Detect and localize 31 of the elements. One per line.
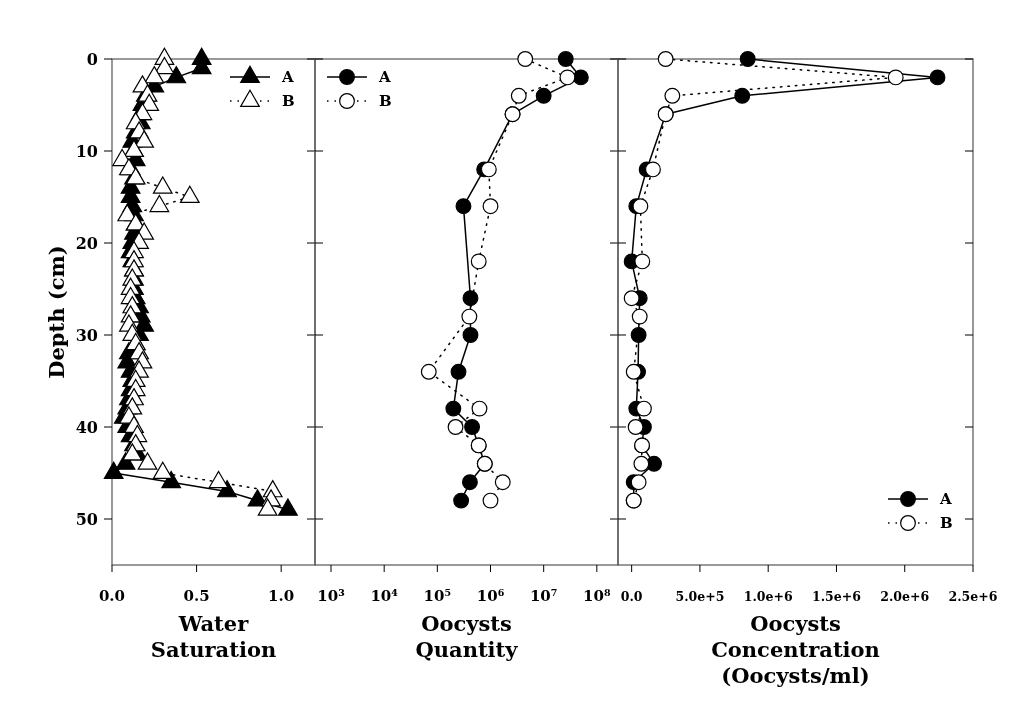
x-tick-label: 10⁴ [370,587,399,605]
x-tick-label: 1.5e+6 [812,589,862,604]
y-tick-label: 40 [75,417,98,437]
x-tick-label: 10⁷ [529,587,558,605]
x-tick-label: 0.0 [620,589,643,604]
x-tick-label: 10⁵ [423,587,452,605]
x-tick-label: 10³ [317,587,345,605]
legend-label: B [940,514,953,533]
x-tick-label: 5.0e+5 [675,589,725,604]
y-tick-label: 20 [75,233,98,253]
y-tick-label: 10 [75,141,98,161]
legend-label: A [939,490,952,509]
y-tick-label: 0 [86,49,98,69]
legend-label: B [379,92,392,111]
x-tick-label: 1.0e+6 [743,589,793,604]
x-tick-label: 10⁸ [583,587,611,605]
y-tick-label: 30 [75,325,98,345]
x-tick-label: 0.0 [98,587,126,605]
y-tick-label: 50 [75,509,98,529]
x-tick-label: 0.5 [183,587,210,605]
x-tick-label: 1.0 [268,587,295,605]
legend-label: B [282,92,295,111]
x-tick-label: 2.5e+6 [948,589,998,604]
x-axis-title: Oocysts Concentration (Oocysts/ml) [711,611,880,688]
x-tick-label: 10⁶ [476,587,505,605]
x-axis-title: Oocysts Quantity [415,611,519,662]
legend-label: A [378,68,391,87]
x-tick-label: 2.0e+6 [880,589,930,604]
y-axis-title: Depth (cm) [44,245,69,379]
x-axis-title: Water Saturation [150,611,277,662]
legend-label: A [281,68,294,87]
